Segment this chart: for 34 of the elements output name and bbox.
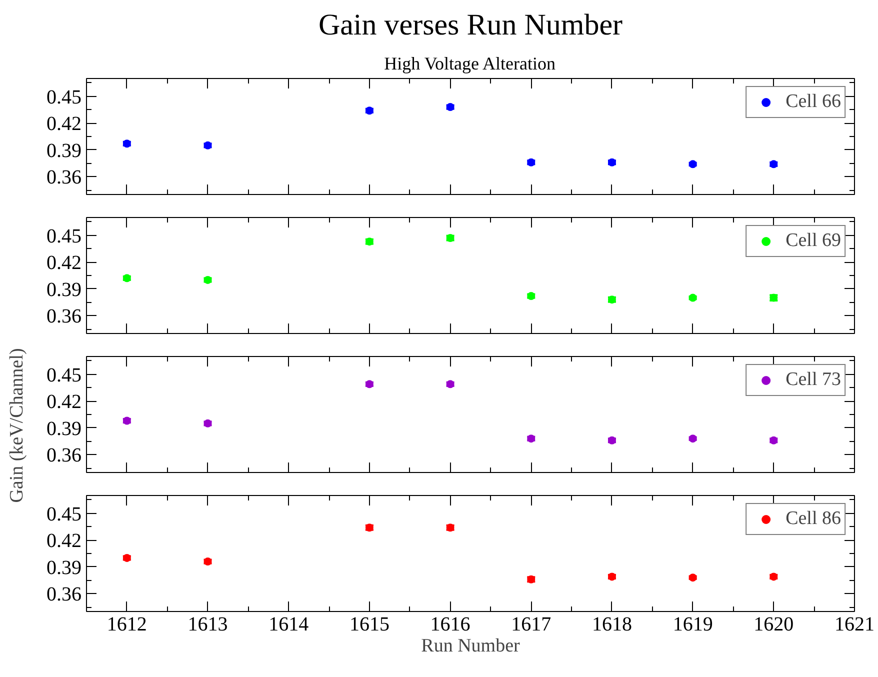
y-tick-label: 0.45 — [46, 225, 82, 248]
x-tick-label: 1620 — [754, 614, 794, 636]
y-tick-label: 0.36 — [46, 444, 82, 467]
x-tick-label: 1616 — [430, 614, 470, 636]
y-tick-label: 0.36 — [46, 584, 82, 606]
x-tick-label: 1612 — [106, 614, 147, 636]
x-tick-label: 1614 — [268, 614, 309, 636]
y-tick-label: 0.39 — [46, 278, 82, 301]
y-tick-label: 0.42 — [46, 391, 82, 414]
y-tick-label: 0.42 — [46, 113, 82, 136]
x-tick-label: 1619 — [672, 614, 713, 636]
y-tick-label: 0.36 — [46, 166, 82, 189]
y-axis-title: Gain (keV/Channel) — [6, 348, 28, 503]
chart-title: Gain verses Run Number — [318, 8, 623, 42]
y-tick-label: 0.39 — [46, 418, 82, 440]
y-tick-label: 0.39 — [46, 140, 82, 162]
chart-subtitle: High Voltage Alteration — [384, 54, 556, 74]
legend-label: Cell 86 — [786, 508, 841, 530]
x-tick-label: 1618 — [592, 614, 632, 636]
y-tick-label: 0.39 — [46, 556, 82, 579]
y-tick-label: 0.42 — [46, 530, 82, 552]
legend-label: Cell 73 — [786, 369, 841, 391]
x-tick-label: 1621 — [834, 614, 874, 636]
x-axis-title: Run Number — [421, 636, 521, 656]
y-tick-label: 0.45 — [46, 364, 82, 386]
x-tick-label: 1615 — [349, 614, 390, 636]
y-tick-label: 0.45 — [46, 503, 82, 526]
legend-label: Cell 66 — [786, 91, 841, 113]
y-tick-label: 0.42 — [46, 252, 82, 274]
x-tick-label: 1613 — [188, 614, 228, 636]
y-tick-label: 0.45 — [46, 86, 82, 108]
legend-label: Cell 69 — [786, 230, 841, 252]
x-tick-label: 1617 — [511, 614, 552, 636]
y-tick-label: 0.36 — [46, 306, 82, 328]
